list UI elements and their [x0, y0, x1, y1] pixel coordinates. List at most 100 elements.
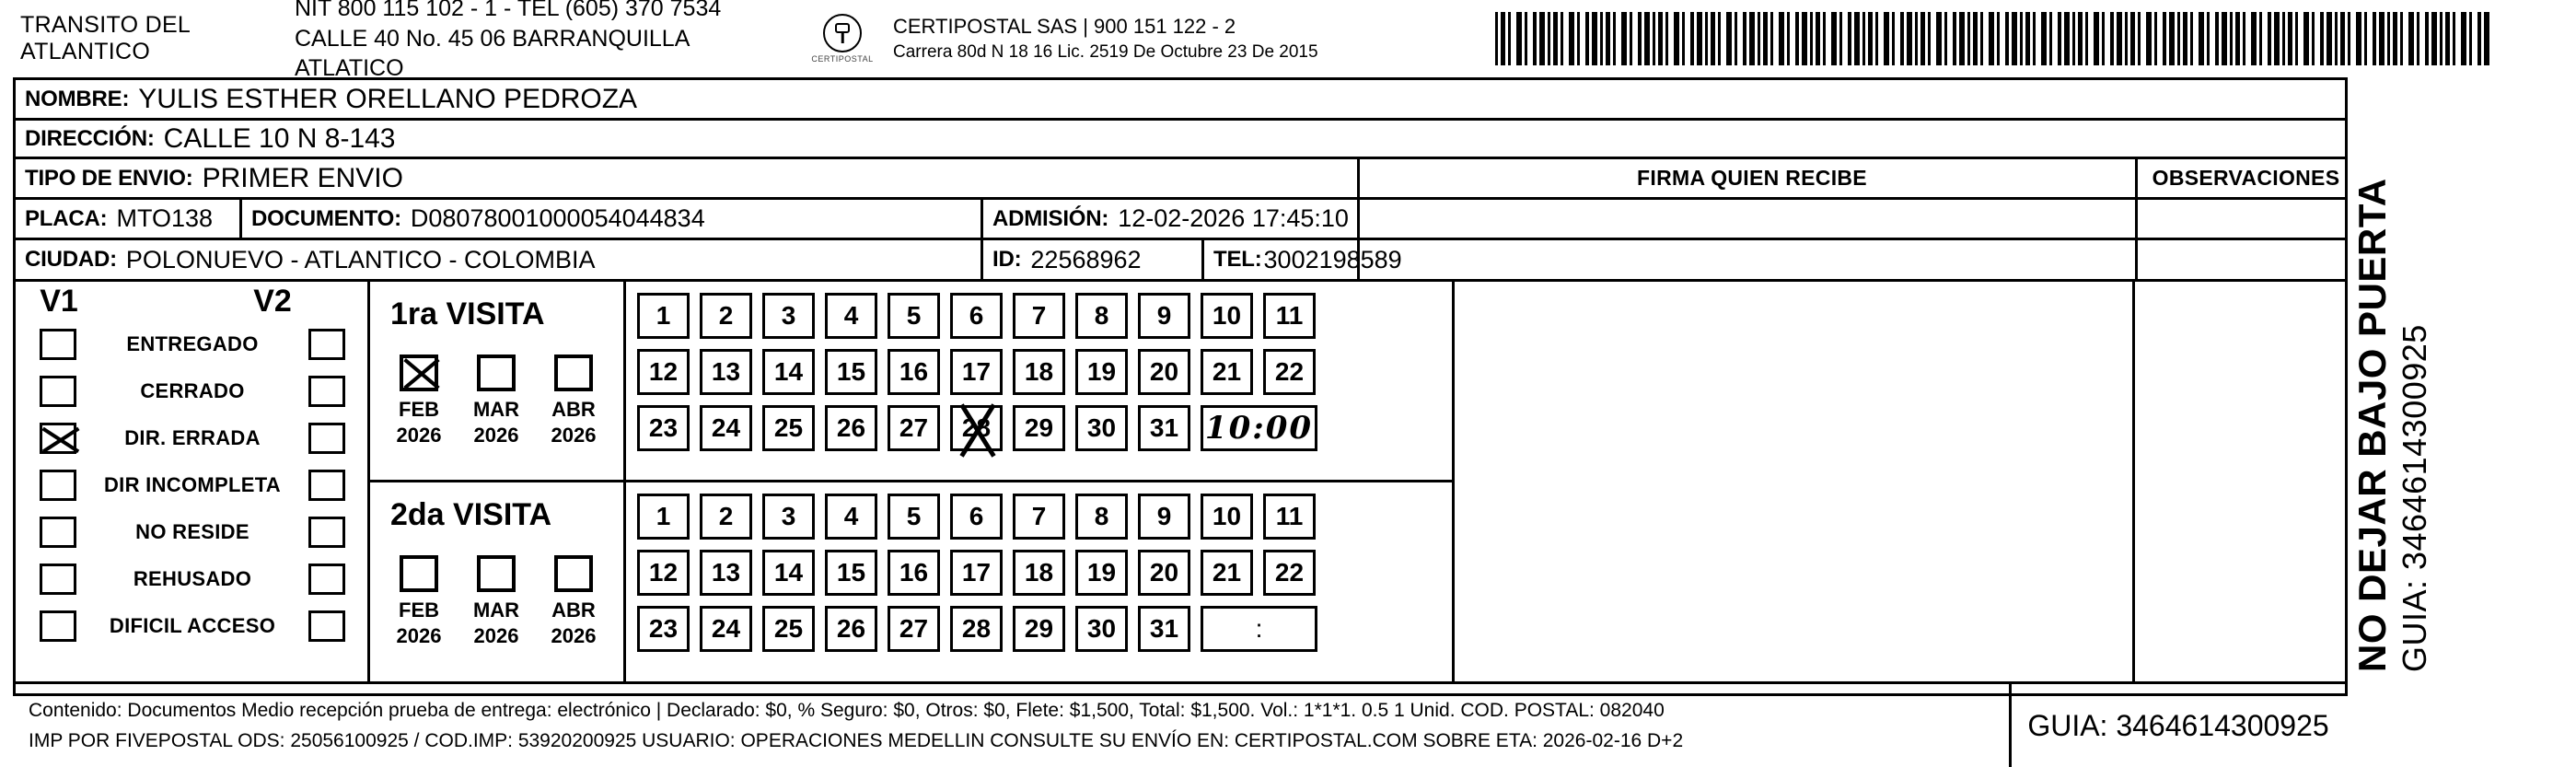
id-field: ID: 22568962 [981, 240, 1201, 279]
day-checkbox-30[interactable]: 30 [1075, 405, 1128, 451]
visit-time-field[interactable]: : [1201, 606, 1317, 652]
day-checkbox-2[interactable]: 2 [700, 293, 752, 339]
visit-time-field[interactable]: 10:00 [1201, 405, 1317, 451]
day-checkbox-27[interactable]: 27 [888, 405, 940, 451]
day-checkbox-10[interactable]: 10 [1201, 494, 1253, 540]
day-checkbox-19[interactable]: 19 [1075, 550, 1128, 596]
day-checkbox-15[interactable]: 15 [825, 349, 877, 395]
day-checkbox-26[interactable]: 26 [825, 606, 877, 652]
v2-checkbox-dificil-acceso[interactable] [308, 610, 345, 642]
v2-checkbox-dir-incompleta[interactable] [308, 469, 345, 501]
month-checkbox-feb[interactable] [400, 555, 438, 592]
month-option[interactable]: MAR 2026 [468, 354, 525, 447]
day-checkbox-5[interactable]: 5 [888, 293, 940, 339]
day-checkbox-23[interactable]: 23 [637, 606, 690, 652]
middle-section: V1 V2 ENTREGADO CERRADO DIR. ERRADA DIR INC… [16, 282, 2345, 684]
office-address-line: CALLE 40 No. 45 06 BARRANQUILLA ATLATICO [295, 25, 690, 82]
day-checkbox-6[interactable]: 6 [950, 293, 1003, 339]
day-checkbox-17[interactable]: 17 [950, 550, 1003, 596]
day-checkbox-9[interactable]: 9 [1138, 293, 1190, 339]
month-option[interactable]: ABR 2026 [545, 354, 602, 447]
day-checkbox-29[interactable]: 29 [1013, 405, 1065, 451]
observaciones-area[interactable] [2135, 282, 2345, 681]
day-checkbox-3[interactable]: 3 [762, 494, 815, 540]
day-checkbox-4[interactable]: 4 [825, 293, 877, 339]
day-checkbox-7[interactable]: 7 [1013, 494, 1065, 540]
day-checkbox-13[interactable]: 13 [700, 349, 752, 395]
day-checkbox-22[interactable]: 22 [1263, 349, 1316, 395]
ciudad-value: POLONUEVO - ATLANTICO - COLOMBIA [125, 245, 596, 273]
month-checkbox-abr[interactable] [554, 354, 593, 391]
day-checkbox-1[interactable]: 1 [637, 293, 690, 339]
day-checkbox-14[interactable]: 14 [762, 550, 815, 596]
v1-checkbox-entregado[interactable] [40, 328, 76, 360]
day-checkbox-21[interactable]: 21 [1201, 349, 1253, 395]
day-checkbox-11[interactable]: 11 [1263, 293, 1316, 339]
v1-checkbox-rehusado[interactable] [40, 563, 76, 595]
day-checkbox-24[interactable]: 24 [700, 405, 752, 451]
day-checkbox-25[interactable]: 25 [762, 405, 815, 451]
v2-checkbox-dir-errada[interactable] [308, 422, 345, 454]
day-checkbox-28[interactable]: 28 [950, 405, 1003, 451]
day-checkbox-31[interactable]: 31 [1138, 405, 1190, 451]
v1-checkbox-cerrado[interactable] [40, 375, 76, 407]
day-checkbox-21[interactable]: 21 [1201, 550, 1253, 596]
month-checkbox-feb[interactable] [400, 354, 438, 391]
day-grids-panel: 1 2 3 4 5 6 7 8 9 10 11 12 13 14 15 16 17 18 19 20 21 22 23 24 2… [626, 282, 1455, 681]
v2-checkbox-entregado[interactable] [308, 328, 345, 360]
day-checkbox-16[interactable]: 16 [888, 349, 940, 395]
day-checkbox-18[interactable]: 18 [1013, 349, 1065, 395]
day-checkbox-29[interactable]: 29 [1013, 606, 1065, 652]
month-checkbox-abr[interactable] [554, 555, 593, 592]
day-checkbox-3[interactable]: 3 [762, 293, 815, 339]
day-checkbox-7[interactable]: 7 [1013, 293, 1065, 339]
month-option[interactable]: FEB 2026 [390, 354, 447, 447]
day-checkbox-8[interactable]: 8 [1075, 293, 1128, 339]
day-checkbox-20[interactable]: 20 [1138, 349, 1190, 395]
day-checkbox-12[interactable]: 12 [637, 550, 690, 596]
v1-checkbox-dir-incompleta[interactable] [40, 469, 76, 501]
day-checkbox-23[interactable]: 23 [637, 405, 690, 451]
v1-checkbox-no-reside[interactable] [40, 516, 76, 548]
day-checkbox-8[interactable]: 8 [1075, 494, 1128, 540]
day-checkbox-15[interactable]: 15 [825, 550, 877, 596]
v2-checkbox-rehusado[interactable] [308, 563, 345, 595]
day-checkbox-18[interactable]: 18 [1013, 550, 1065, 596]
day-checkbox-6[interactable]: 6 [950, 494, 1003, 540]
month-checkbox-mar[interactable] [477, 555, 516, 592]
month-option[interactable]: MAR 2026 [468, 555, 525, 648]
v1-checkbox-dificil-acceso[interactable] [40, 610, 76, 642]
day-checkbox-30[interactable]: 30 [1075, 606, 1128, 652]
day-checkbox-27[interactable]: 27 [888, 606, 940, 652]
day-checkbox-31[interactable]: 31 [1138, 606, 1190, 652]
month-option[interactable]: FEB 2026 [390, 555, 447, 648]
day-checkbox-13[interactable]: 13 [700, 550, 752, 596]
v2-checkbox-cerrado[interactable] [308, 375, 345, 407]
day-checkbox-5[interactable]: 5 [888, 494, 940, 540]
month-checkbox-mar[interactable] [477, 354, 516, 391]
day-checkbox-14[interactable]: 14 [762, 349, 815, 395]
day-checkbox-22[interactable]: 22 [1263, 550, 1316, 596]
day-checkbox-11[interactable]: 11 [1263, 494, 1316, 540]
day-checkbox-1[interactable]: 1 [637, 494, 690, 540]
day-checkbox-28[interactable]: 28 [950, 606, 1003, 652]
day-checkbox-17[interactable]: 17 [950, 349, 1003, 395]
barcode-image [1495, 12, 2489, 65]
v2-checkbox-no-reside[interactable] [308, 516, 345, 548]
firma-signature-area[interactable] [1455, 282, 2135, 681]
day-checkbox-10[interactable]: 10 [1201, 293, 1253, 339]
label-header: TRANSITO DEL ATLANTICO NIT 800 115 102 -… [0, 0, 2576, 81]
day-checkbox-16[interactable]: 16 [888, 550, 940, 596]
day-checkbox-26[interactable]: 26 [825, 405, 877, 451]
day-checkbox-9[interactable]: 9 [1138, 494, 1190, 540]
day-checkbox-25[interactable]: 25 [762, 606, 815, 652]
day-checkbox-2[interactable]: 2 [700, 494, 752, 540]
day-checkbox-20[interactable]: 20 [1138, 550, 1190, 596]
month-option[interactable]: ABR 2026 [545, 555, 602, 648]
day-checkbox-19[interactable]: 19 [1075, 349, 1128, 395]
status-label: CERRADO [140, 378, 245, 402]
day-checkbox-12[interactable]: 12 [637, 349, 690, 395]
day-checkbox-24[interactable]: 24 [700, 606, 752, 652]
v1-checkbox-dir-errada[interactable] [40, 422, 76, 454]
day-checkbox-4[interactable]: 4 [825, 494, 877, 540]
